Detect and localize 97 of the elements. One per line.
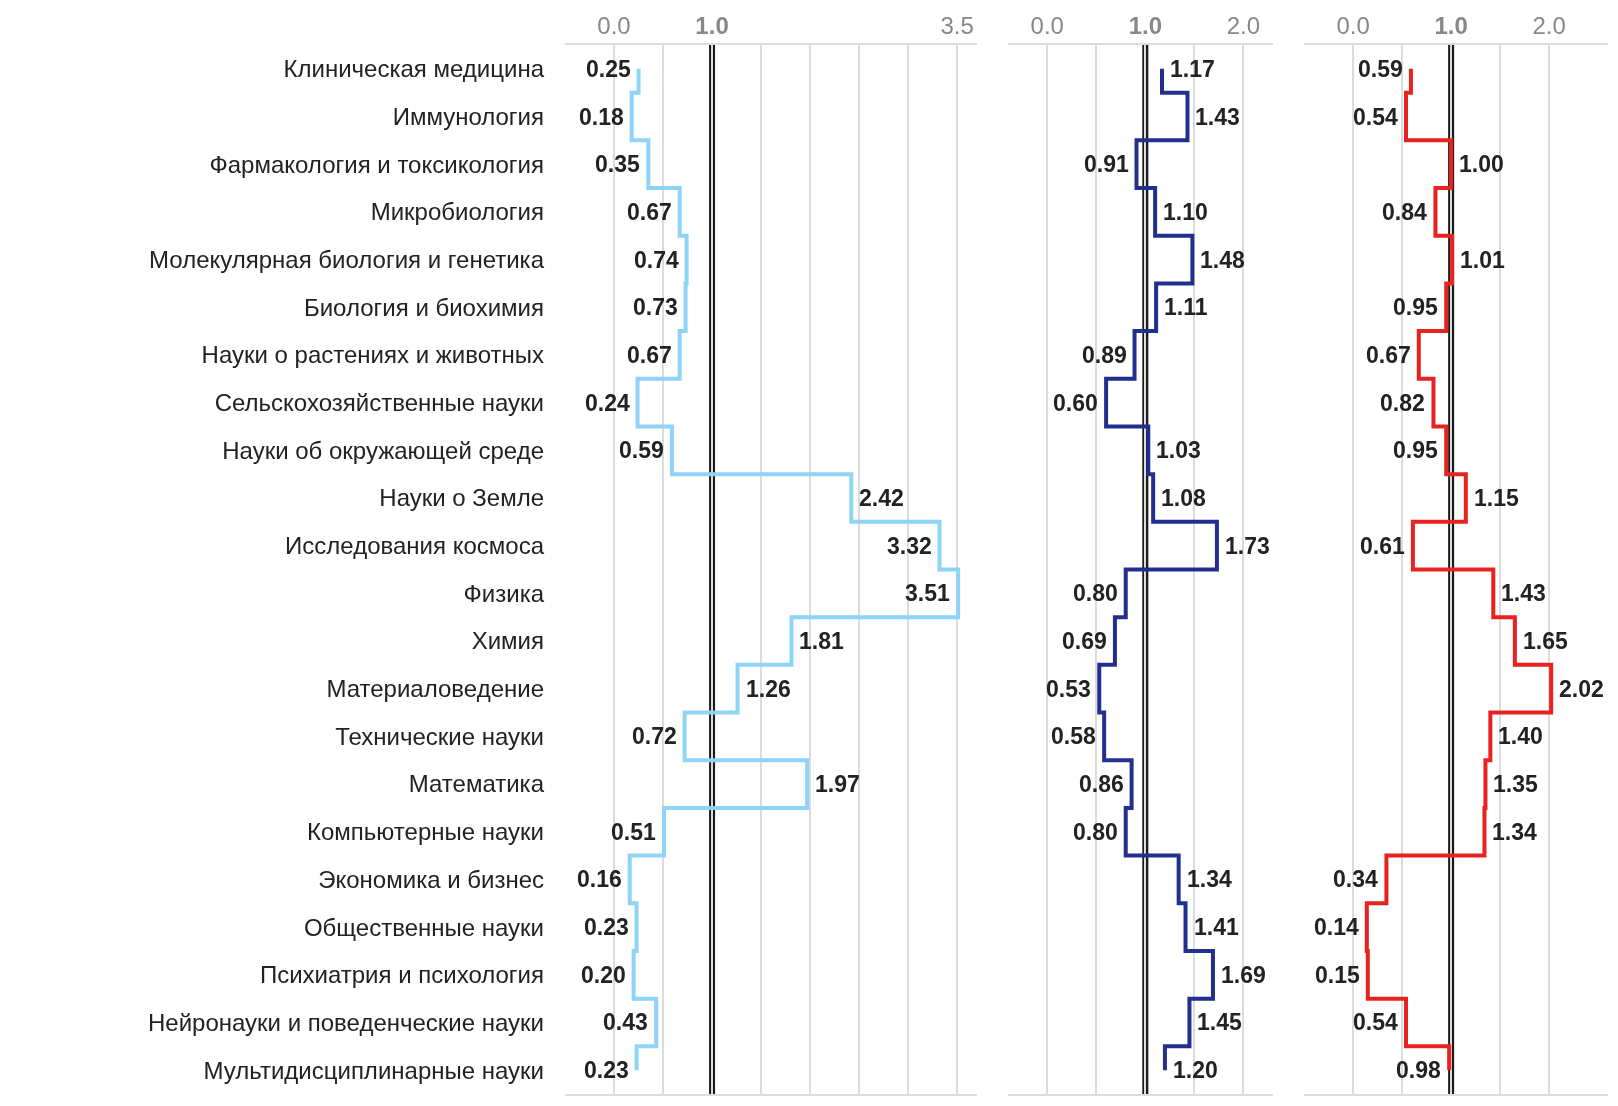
- y-tick-label: Компьютерные науки: [307, 818, 544, 846]
- data-label: 0.60: [1053, 390, 1098, 416]
- y-tick-label: Биология и биохимия: [303, 293, 544, 321]
- data-label: 0.16: [577, 866, 622, 892]
- data-label: 1.45: [1197, 1009, 1242, 1035]
- data-label: 1.34: [1492, 819, 1537, 845]
- data-label: 0.34: [1333, 866, 1378, 892]
- y-tick-label: Микробиология: [370, 198, 544, 226]
- data-label: 0.72: [632, 723, 677, 749]
- y-tick-label: Науки о Земле: [379, 484, 544, 512]
- data-label: 1.65: [1523, 628, 1568, 654]
- data-label: 3.51: [905, 580, 950, 606]
- data-label: 1.40: [1498, 723, 1543, 749]
- data-label: 1.69: [1221, 962, 1266, 988]
- data-label: 1.08: [1161, 485, 1206, 511]
- data-label: 0.43: [603, 1009, 648, 1035]
- data-label: 1.73: [1225, 533, 1270, 559]
- data-label: 0.95: [1393, 294, 1438, 320]
- data-label: 0.80: [1073, 819, 1118, 845]
- y-tick-label: Исследования космоса: [285, 532, 545, 560]
- x-tick-label: 1.0: [1434, 11, 1468, 39]
- data-label: 1.03: [1156, 437, 1201, 463]
- x-tick-label: 3.5: [940, 11, 974, 39]
- data-label: 0.80: [1073, 580, 1118, 606]
- x-tick-label: 0.0: [1336, 11, 1370, 39]
- y-tick-label: Физика: [463, 579, 545, 607]
- y-tick-label: Химия: [471, 627, 544, 655]
- data-label: 0.59: [619, 437, 664, 463]
- y-tick-label: Молекулярная биология и генетика: [149, 245, 545, 273]
- data-label: 0.58: [1051, 723, 1096, 749]
- data-label: 0.69: [1062, 628, 1107, 654]
- data-label: 0.24: [585, 390, 630, 416]
- data-label: 1.43: [1195, 104, 1240, 130]
- y-tick-label: Экономика и бизнес: [318, 865, 544, 893]
- data-label: 0.23: [584, 914, 629, 940]
- data-label: 0.59: [1358, 56, 1403, 82]
- data-label: 0.82: [1380, 390, 1425, 416]
- data-label: 0.18: [579, 104, 624, 130]
- data-label: 1.41: [1194, 914, 1239, 940]
- y-tick-label: Науки об окружающей среде: [222, 436, 544, 464]
- data-label: 3.32: [887, 533, 932, 559]
- data-label: 0.98: [1396, 1057, 1441, 1083]
- data-label: 1.43: [1501, 580, 1546, 606]
- data-label: 0.74: [634, 247, 679, 273]
- data-label: 0.95: [1393, 437, 1438, 463]
- y-tick-label: Математика: [408, 770, 545, 798]
- data-label: 0.89: [1082, 342, 1127, 368]
- data-label: 0.25: [586, 56, 631, 82]
- data-label: 0.35: [595, 151, 640, 177]
- y-tick-label: Материаловедение: [326, 675, 544, 703]
- data-label: 0.15: [1315, 962, 1360, 988]
- y-tick-label: Общественные науки: [303, 913, 544, 941]
- x-tick-label: 1.0: [1128, 11, 1163, 39]
- data-label: 0.53: [1046, 676, 1091, 702]
- data-label: 1.11: [1164, 294, 1208, 320]
- y-tick-label: Фармакология и токсикология: [209, 150, 544, 178]
- y-tick-label: Технические науки: [335, 722, 544, 750]
- data-label: 1.00: [1459, 151, 1504, 177]
- y-tick-label: Иммунология: [392, 102, 544, 130]
- x-tick-label: 0.0: [597, 11, 631, 39]
- x-tick-label: 0.0: [1030, 11, 1064, 39]
- data-label: 0.54: [1353, 104, 1398, 130]
- y-tick-label: Мультидисциплинарные науки: [203, 1056, 544, 1084]
- y-tick-label: Психиатрия и психология: [259, 961, 544, 989]
- data-label: 2.02: [1559, 676, 1604, 702]
- data-label: 1.20: [1173, 1057, 1218, 1083]
- data-label: 2.42: [859, 485, 904, 511]
- data-label: 0.14: [1314, 914, 1359, 940]
- data-label: 1.34: [1187, 866, 1232, 892]
- data-label: 1.97: [815, 771, 860, 797]
- data-label: 0.67: [627, 199, 672, 225]
- data-label: 0.23: [584, 1057, 629, 1083]
- data-label: 0.73: [633, 294, 678, 320]
- x-tick-label: 2.0: [1226, 11, 1261, 39]
- data-label: 1.15: [1474, 485, 1519, 511]
- data-label: 1.17: [1170, 56, 1215, 82]
- data-label: 0.20: [581, 962, 626, 988]
- data-label: 0.67: [627, 342, 672, 368]
- data-label: 1.35: [1493, 771, 1538, 797]
- data-label: 1.10: [1163, 199, 1208, 225]
- data-label: 1.26: [746, 676, 791, 702]
- data-label: 0.54: [1353, 1009, 1398, 1035]
- data-label: 1.81: [799, 628, 844, 654]
- x-tick-label: 1.0: [695, 11, 729, 39]
- data-label: 0.51: [611, 819, 656, 845]
- data-label: 0.91: [1084, 151, 1129, 177]
- data-label: 0.61: [1360, 533, 1405, 559]
- data-label: 1.01: [1460, 247, 1505, 273]
- data-label: 0.86: [1079, 771, 1124, 797]
- x-tick-label: 2.0: [1532, 11, 1566, 39]
- data-label: 0.84: [1382, 199, 1427, 225]
- y-tick-label: Сельскохозяйственные науки: [214, 389, 544, 417]
- data-label: 1.48: [1200, 247, 1245, 273]
- data-label: 0.67: [1366, 342, 1411, 368]
- y-tick-label: Нейронауки и поведенческие науки: [147, 1008, 544, 1036]
- y-tick-label: Науки о растениях и животных: [201, 341, 544, 369]
- y-tick-label: Клиническая медицина: [283, 55, 545, 83]
